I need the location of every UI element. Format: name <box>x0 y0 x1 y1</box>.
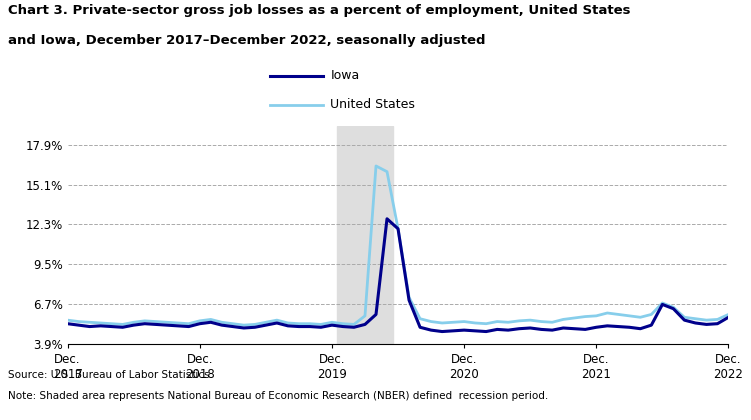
Iowa <box>382 216 391 221</box>
United States <box>306 321 315 326</box>
United States <box>217 320 226 325</box>
Iowa <box>427 328 436 333</box>
Text: Chart 3. Private-sector gross job losses as a percent of employment, United Stat: Chart 3. Private-sector gross job losses… <box>8 4 630 17</box>
Bar <box>337 126 393 344</box>
United States <box>658 300 667 305</box>
Line: United States: United States <box>68 166 728 325</box>
Text: Note: Shaded area represents National Bureau of Economic Research (NBER) defined: Note: Shaded area represents National Bu… <box>8 391 547 401</box>
Iowa <box>438 329 447 334</box>
Text: Source: U.S. Bureau of Labor Statistics.: Source: U.S. Bureau of Labor Statistics. <box>8 370 213 380</box>
Iowa <box>195 321 204 326</box>
United States <box>724 312 733 317</box>
Text: United States: United States <box>330 99 415 111</box>
Iowa <box>294 324 303 329</box>
Line: Iowa: Iowa <box>68 219 728 331</box>
Iowa <box>481 329 490 334</box>
Iowa <box>724 315 733 320</box>
United States <box>195 318 204 323</box>
United States <box>481 321 490 326</box>
Iowa <box>658 302 667 307</box>
Text: and Iowa, December 2017–December 2022, seasonally adjusted: and Iowa, December 2017–December 2022, s… <box>8 34 485 47</box>
United States <box>372 163 381 168</box>
Text: Iowa: Iowa <box>330 69 360 82</box>
United States <box>63 318 72 323</box>
United States <box>438 320 447 326</box>
Iowa <box>63 321 72 326</box>
Iowa <box>217 323 226 328</box>
United States <box>240 323 249 328</box>
